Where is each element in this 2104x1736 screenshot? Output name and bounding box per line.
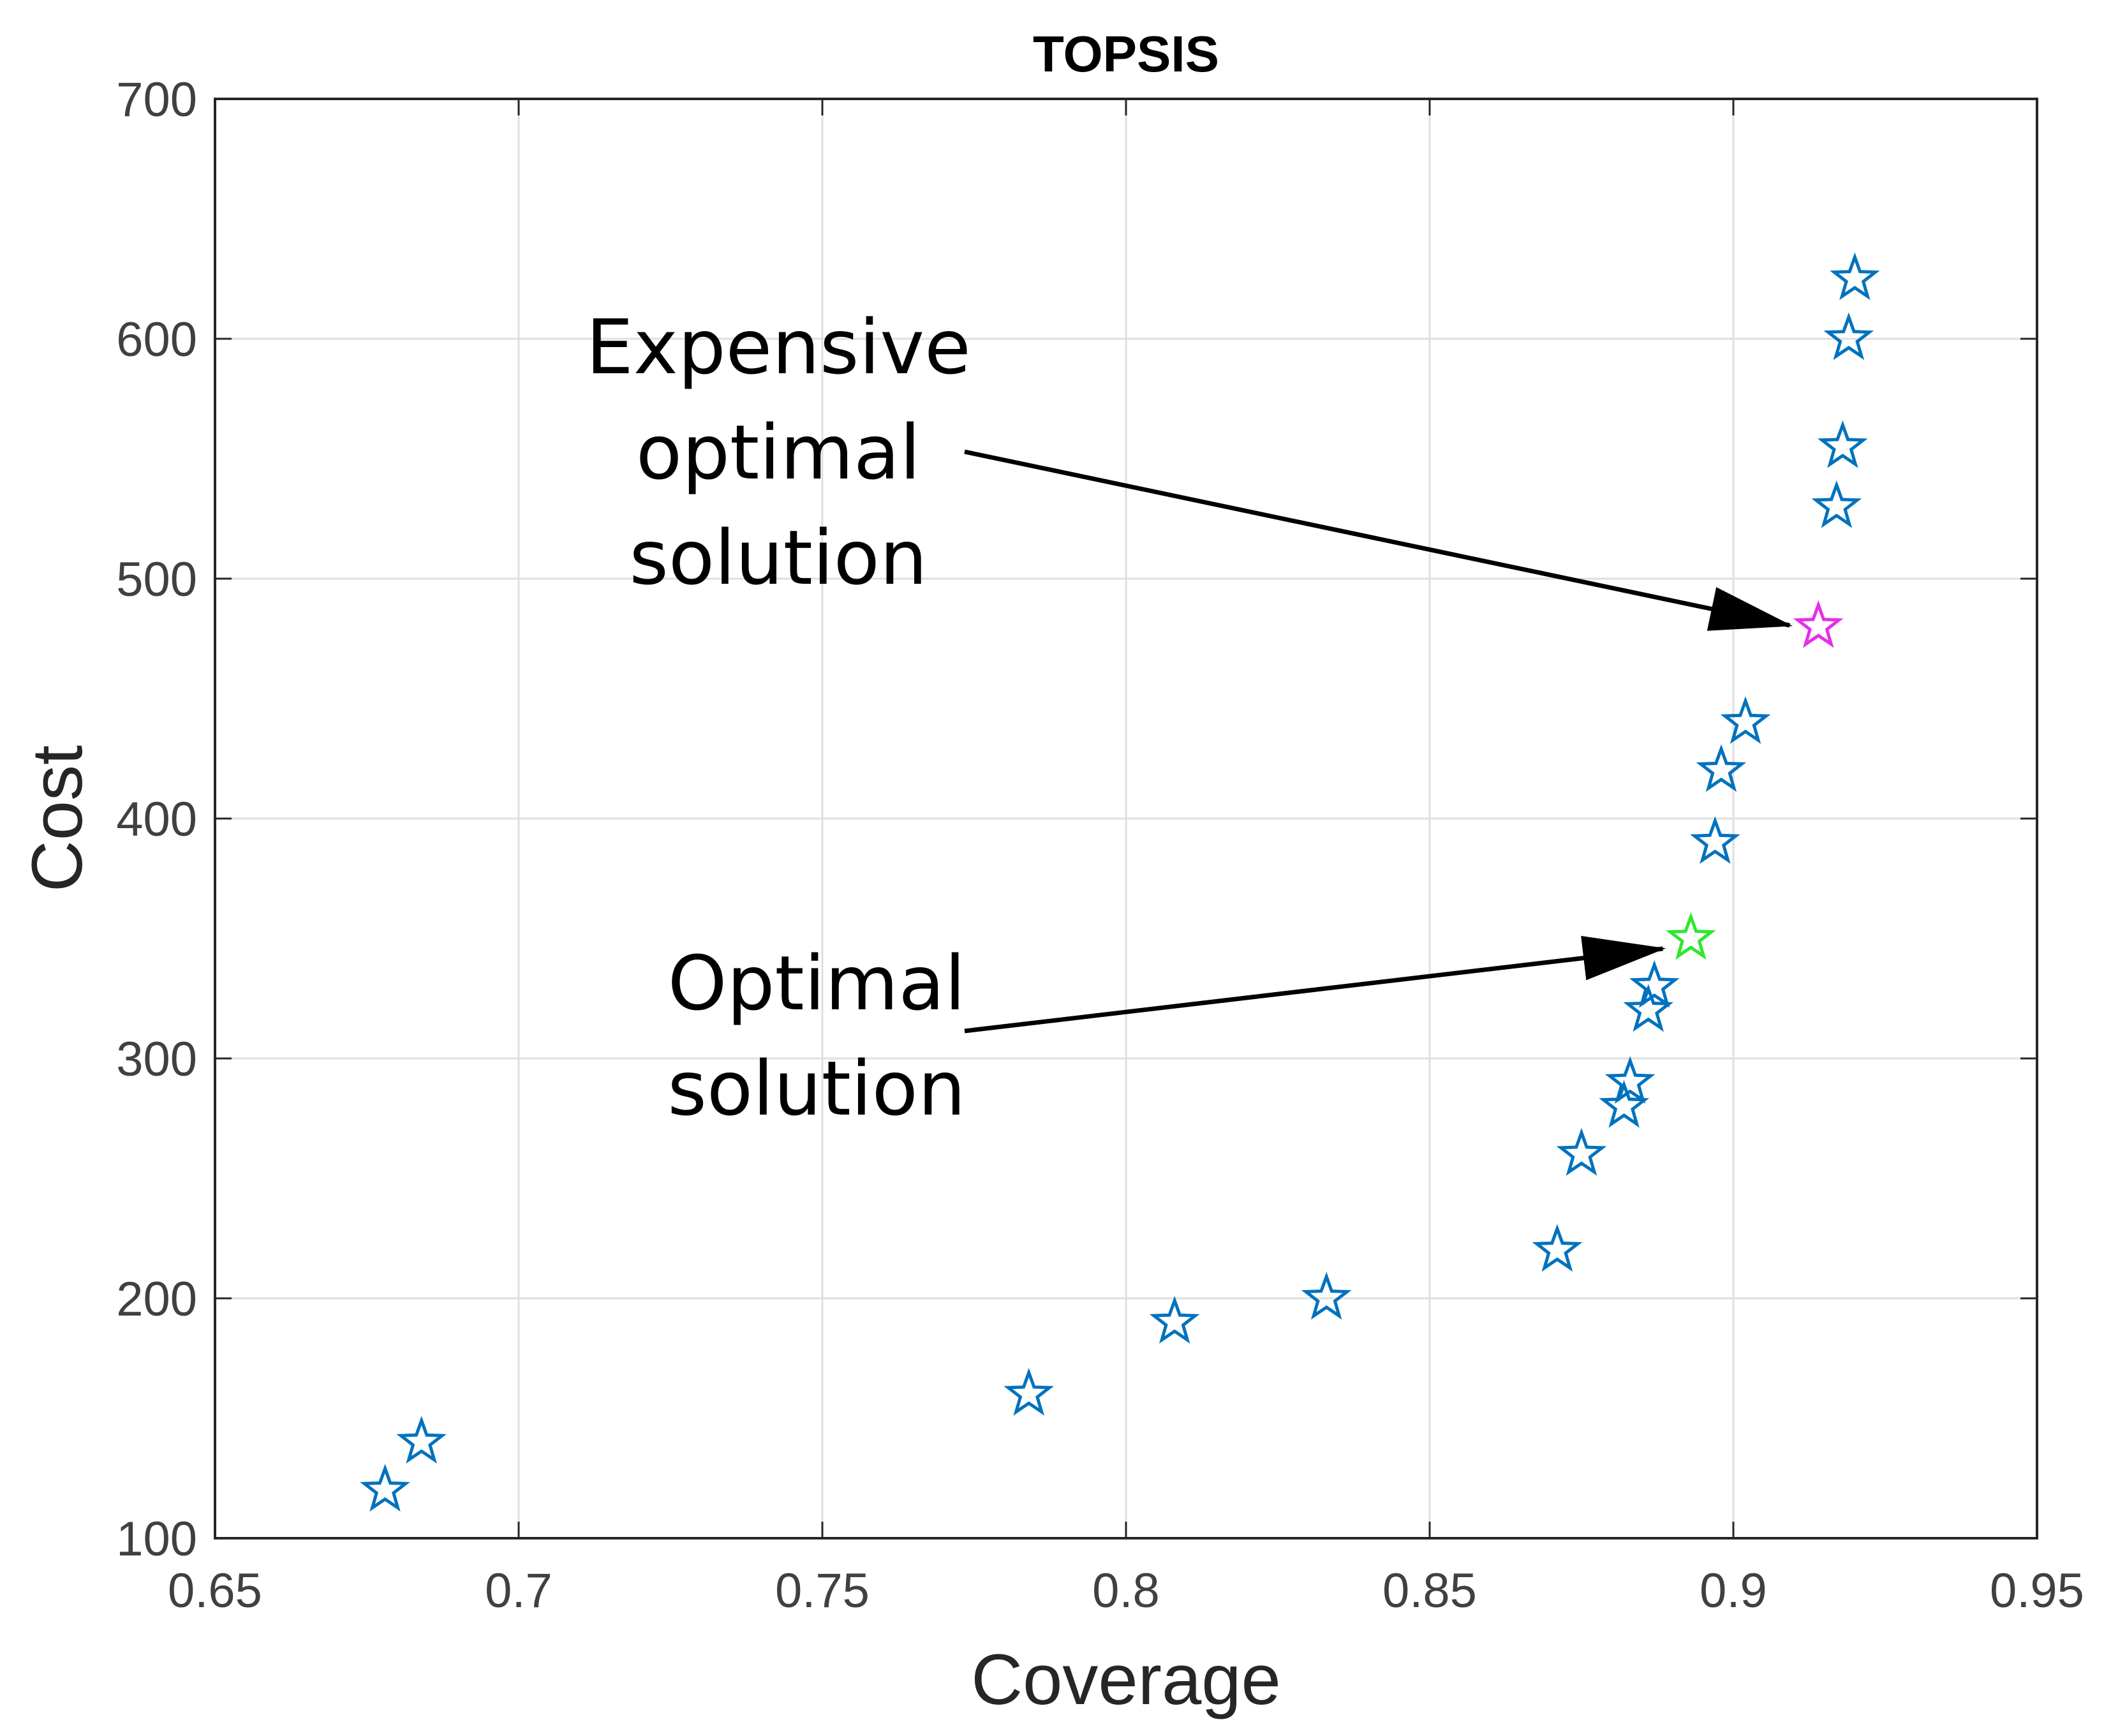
annotation-text-line: optimal bbox=[636, 408, 921, 496]
data-point bbox=[1532, 1224, 1583, 1272]
x-tick-label: 0.95 bbox=[1990, 1564, 2084, 1618]
x-tick-label: 0.65 bbox=[168, 1564, 262, 1618]
data-point bbox=[1149, 1296, 1200, 1344]
data-point bbox=[1004, 1368, 1054, 1416]
data-point bbox=[1599, 1079, 1649, 1128]
axis-ticks: 0.65 0.7 0.75 0.8 0.85 0.9 0.95 100 200 300 400 500… bbox=[116, 73, 2084, 1618]
y-tick-label: 400 bbox=[116, 792, 197, 847]
annotations: Expensive optimal solution Optimal solution bbox=[586, 303, 1793, 1132]
data-point bbox=[1629, 960, 1680, 1008]
data-point bbox=[1690, 816, 1740, 864]
y-tick-label: 200 bbox=[116, 1272, 197, 1326]
x-tick-label: 0.85 bbox=[1382, 1564, 1477, 1618]
data-point bbox=[1818, 420, 1868, 468]
data-point bbox=[1301, 1272, 1352, 1320]
y-tick-label: 100 bbox=[116, 1512, 197, 1566]
x-tick-label: 0.7 bbox=[485, 1564, 552, 1618]
annotation-arrow bbox=[964, 449, 1793, 631]
data-point bbox=[1696, 744, 1747, 792]
data-point bbox=[1556, 1128, 1607, 1176]
data-point bbox=[1720, 696, 1771, 745]
y-tick-label: 700 bbox=[116, 73, 197, 127]
y-tick-label: 300 bbox=[116, 1032, 197, 1087]
y-tick-label: 500 bbox=[116, 553, 197, 607]
y-axis-label: Cost bbox=[17, 745, 97, 892]
grid-lines bbox=[214, 98, 2038, 1539]
data-point bbox=[1604, 1056, 1656, 1104]
x-tick-label: 0.9 bbox=[1700, 1564, 1767, 1618]
data-point bbox=[1811, 480, 1862, 528]
annotation-text-line: Optimal bbox=[668, 939, 966, 1027]
data-point bbox=[1830, 252, 1880, 300]
data-points bbox=[360, 252, 1880, 1512]
annotation-text-line: Expensive bbox=[586, 303, 970, 391]
data-point bbox=[1623, 984, 1674, 1032]
optimal-solution-point bbox=[1666, 912, 1716, 960]
annotation-text-line: solution bbox=[629, 514, 927, 602]
annotation-arrow bbox=[964, 935, 1666, 1034]
annotation-text-line: solution bbox=[667, 1044, 965, 1132]
data-point bbox=[396, 1416, 447, 1464]
x-axis-label: Coverage bbox=[971, 1640, 1281, 1719]
y-tick-label: 600 bbox=[116, 313, 197, 367]
x-tick-label: 0.75 bbox=[775, 1564, 870, 1618]
chart-title: TOPSIS bbox=[1033, 26, 1219, 82]
x-tick-label: 0.8 bbox=[1092, 1564, 1160, 1618]
data-point bbox=[360, 1464, 410, 1512]
expensive-optimal-solution-point bbox=[1793, 600, 1844, 648]
data-point bbox=[1823, 312, 1874, 360]
